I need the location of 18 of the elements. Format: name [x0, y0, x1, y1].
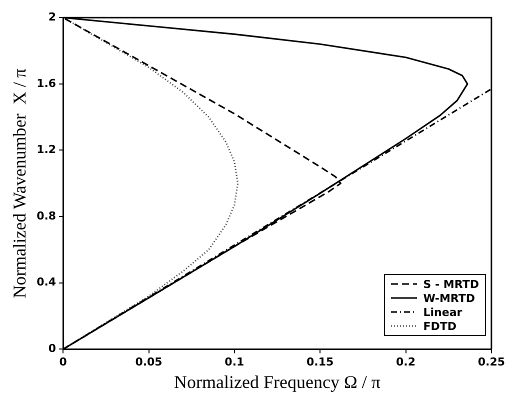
- x-tick-label: 0.1: [224, 356, 244, 369]
- x-axis-title: Normalized Frequency Ω / π: [174, 372, 380, 392]
- x-tick-label: 0: [59, 356, 68, 369]
- y-tick-label: 2: [48, 10, 56, 24]
- y-tick-label: 0.4: [36, 276, 56, 289]
- legend-label: W-MRTD: [423, 292, 476, 304]
- x-tick-label: 0.25: [478, 356, 505, 369]
- y-tick-label: 0: [48, 342, 56, 356]
- y-tick-label: 1.2: [36, 143, 56, 156]
- x-tick-label: 0.15: [306, 356, 334, 369]
- legend-label: Linear: [423, 306, 462, 318]
- y-tick-label: 1.6: [36, 76, 56, 90]
- legend-label: FDTD: [423, 320, 457, 332]
- y-axis-title: Normalized Wavenumber X / π: [10, 68, 30, 298]
- legend-label: S - MRTD: [423, 278, 479, 290]
- x-tick-label: 0.2: [396, 356, 416, 369]
- y-tick-label: 0.8: [36, 209, 56, 222]
- x-tick-label: 0.05: [135, 356, 162, 369]
